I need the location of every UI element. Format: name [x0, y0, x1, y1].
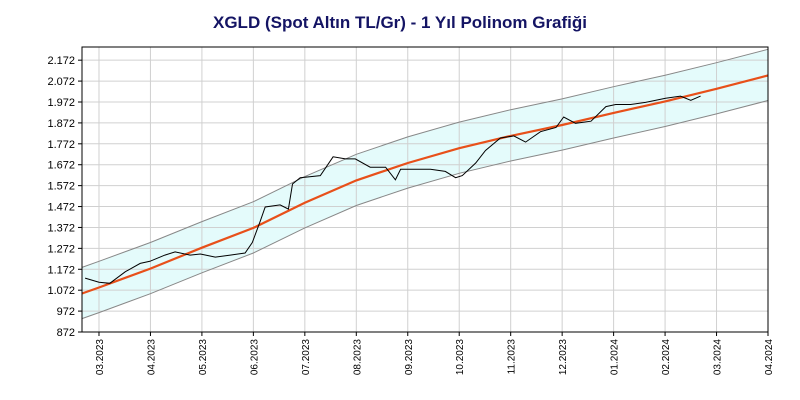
y-tick-label: 1.172 — [47, 264, 75, 276]
x-tick-label: 05.2023 — [198, 339, 209, 376]
x-tick-label: 10.2023 — [455, 339, 466, 376]
x-tick-label: 04.2024 — [764, 339, 775, 376]
x-tick-label: 11.2023 — [507, 339, 518, 375]
x-tick-label: 06.2023 — [249, 339, 260, 376]
x-tick-label: 09.2023 — [404, 339, 415, 376]
y-tick-label: 872 — [57, 327, 75, 339]
y-tick-label: 1.472 — [47, 202, 75, 214]
x-tick-label: 08.2023 — [352, 339, 363, 376]
y-tick-label: 1.872 — [47, 118, 75, 130]
x-tick-label: 12.2023 — [558, 339, 569, 376]
price-line — [84, 95, 701, 284]
y-tick-label: 2.172 — [47, 55, 75, 67]
fit-line — [81, 74, 769, 295]
band-line — [81, 48, 769, 268]
band-line — [81, 100, 769, 320]
y-tick-label: 1.972 — [47, 97, 75, 109]
y-tick-label: 972 — [57, 306, 75, 318]
x-tick-label: 03.2024 — [713, 339, 724, 376]
y-tick-label: 1.672 — [47, 160, 75, 172]
chart-title: XGLD (Spot Altın TL/Gr) - 1 Yıl Polinom … — [213, 13, 587, 32]
x-tick-label: 02.2024 — [661, 339, 672, 376]
y-tick-label: 2.072 — [47, 76, 75, 88]
y-tick-label: 1.772 — [47, 139, 75, 151]
x-tick-label: 04.2023 — [146, 339, 157, 376]
plot-frame — [81, 46, 769, 333]
x-tick-label: 07.2023 — [301, 339, 312, 376]
y-tick-label: 1.372 — [47, 222, 75, 234]
x-tick-label: 01.2024 — [610, 339, 621, 376]
y-tick-label: 1.572 — [47, 181, 75, 193]
y-tick-label: 1.072 — [47, 285, 75, 297]
y-tick-label: 1.272 — [47, 243, 75, 255]
x-tick-label: 03.2023 — [95, 339, 106, 376]
